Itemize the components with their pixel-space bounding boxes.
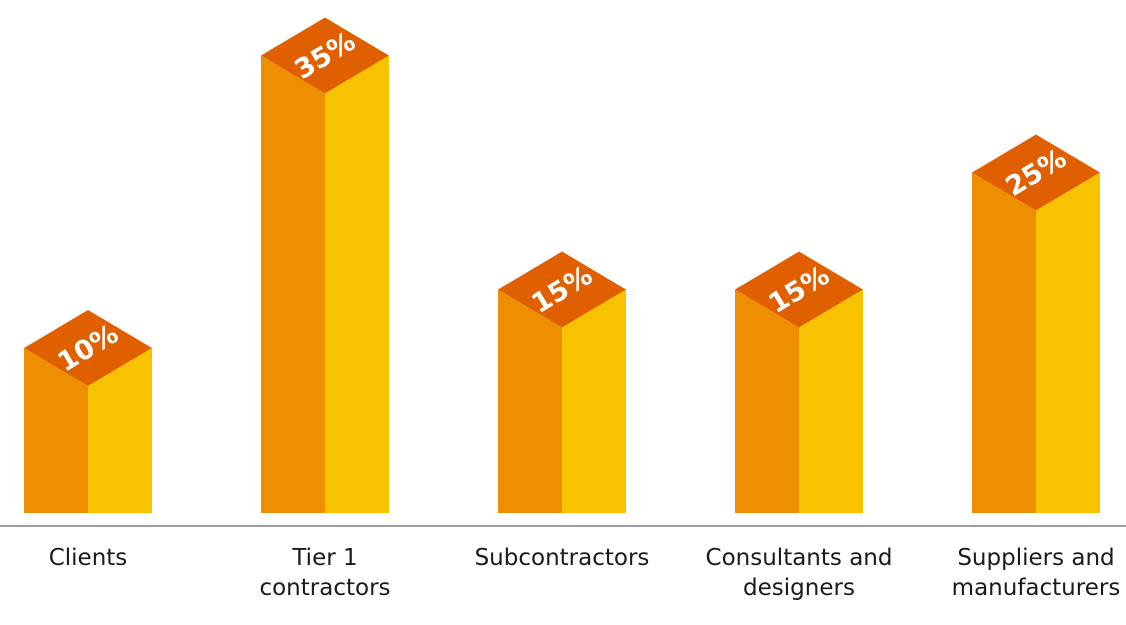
bar: 25% [972,134,1100,513]
bar-top-face [261,17,389,94]
bar-top-face [24,310,152,386]
bar: 15% [735,251,863,513]
bar-top-face [498,251,626,328]
bar-right-face [562,289,626,513]
bar-top-face [972,134,1100,211]
bar-left-face [24,348,88,513]
bar-left-face [261,55,325,513]
category-label: Clients [49,545,128,571]
bar-right-face [1036,172,1100,513]
category-label-line: manufacturers [952,575,1121,601]
category-label-line: Suppliers and [957,545,1114,571]
category-labels-group: Clients Tier 1 contractors Subcontractors Co… [49,545,1121,601]
bar: 35% [261,17,389,513]
category-label: Consultants and designers [706,545,893,601]
category-label-line: Clients [49,545,128,571]
category-label: Subcontractors [475,545,650,571]
category-label-line: contractors [259,575,390,601]
category-label-line: designers [743,575,855,601]
bar: 15% [498,251,626,513]
category-label-line: Tier 1 [291,545,357,571]
category-label: Suppliers and manufacturers [952,545,1121,601]
bar-left-face [498,289,562,513]
bar-right-face [799,289,863,513]
bars-group: 10% 35% 15% 15% 25% [24,17,1100,513]
bar-right-face [325,55,389,513]
bar-top-face [735,251,863,328]
bar-left-face [735,289,799,513]
category-label-line: Consultants and [706,545,893,571]
category-label: Tier 1 contractors [259,545,390,601]
bar-left-face [972,172,1036,513]
category-label-line: Subcontractors [475,545,650,571]
bar-right-face [88,348,152,513]
bar: 10% [24,310,152,513]
